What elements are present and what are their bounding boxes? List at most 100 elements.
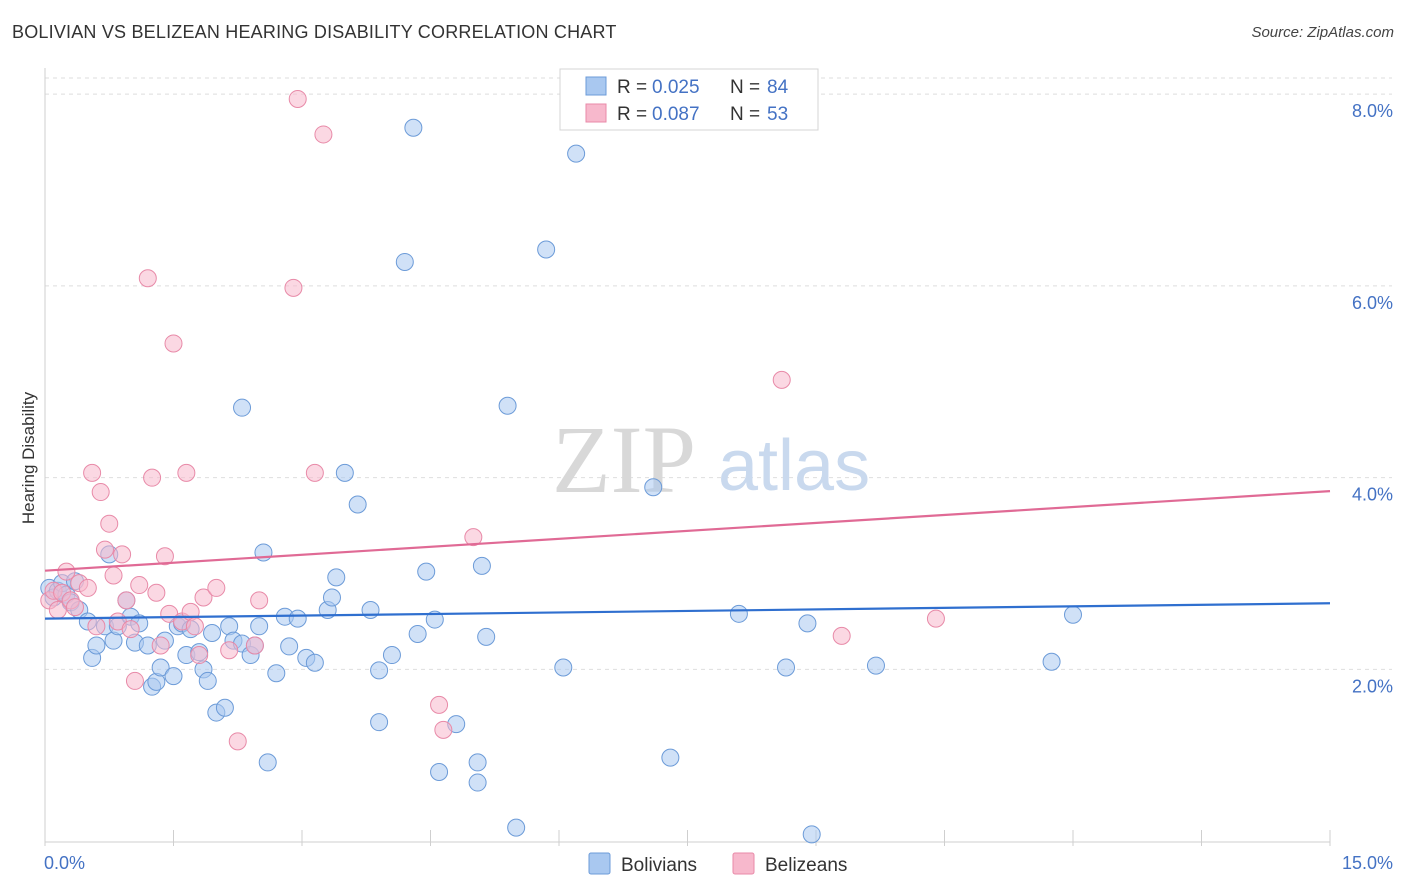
bolivian-point xyxy=(87,636,106,655)
bolivian-point xyxy=(866,656,885,675)
legend-r-value: 0.025 xyxy=(652,77,700,98)
bolivian-point xyxy=(164,667,183,686)
bolivian-point xyxy=(327,568,346,587)
belizean-point xyxy=(138,269,157,288)
bolivian-point xyxy=(382,646,401,665)
axes xyxy=(44,68,1331,846)
bolivian-point xyxy=(1064,605,1082,624)
belizean-point xyxy=(228,732,247,751)
bolivian-point xyxy=(430,763,449,782)
bolivian-point xyxy=(233,398,252,417)
bolivian-point xyxy=(507,818,526,837)
bolivian-point xyxy=(425,610,444,629)
bottom-legend-swatch xyxy=(732,852,755,875)
bolivian-point xyxy=(203,623,222,642)
belizean-point xyxy=(220,641,239,660)
bolivian-point xyxy=(151,658,170,677)
bolivian-point xyxy=(802,825,821,844)
belizean-point xyxy=(926,609,945,628)
belizean-point xyxy=(104,566,123,585)
belizean-point xyxy=(305,463,324,482)
belizean-point xyxy=(185,617,204,636)
watermark-zip: ZIP xyxy=(552,406,696,513)
bottom-legend: Bolivians Belizeans xyxy=(588,852,847,876)
belizean-point xyxy=(207,578,226,597)
belizean-point xyxy=(288,89,307,108)
bolivian-point xyxy=(215,698,234,717)
belizean-point xyxy=(151,636,170,655)
bolivian-point xyxy=(395,252,414,271)
belizean-point xyxy=(772,370,791,389)
legend-box: R = 0.025 N = 84 R = 0.087 N = 53 xyxy=(559,68,819,131)
bolivian-point xyxy=(370,661,389,680)
belizean-point xyxy=(125,671,144,690)
belizean-point xyxy=(113,545,132,564)
bolivian-point xyxy=(644,478,663,497)
belizeans-trend-line xyxy=(44,489,1331,572)
bottom-legend-label: Bolivians xyxy=(621,855,697,876)
bolivian-point xyxy=(404,118,423,137)
bolivian-point xyxy=(661,748,680,767)
legend-n-value: 84 xyxy=(767,77,789,98)
y-axis-label: Hearing Disability xyxy=(19,391,38,524)
legend-swatch xyxy=(585,103,607,123)
y-tick-label: 6.0% xyxy=(1352,293,1393,313)
y-tick-label: 2.0% xyxy=(1352,676,1393,696)
belizean-point xyxy=(177,463,196,482)
belizean-point xyxy=(65,598,84,617)
belizean-point xyxy=(190,646,209,665)
bolivian-point xyxy=(554,658,573,677)
x-tick-labels: 0.0% 15.0% xyxy=(44,853,1393,873)
belizean-point xyxy=(164,334,183,353)
belizean-point xyxy=(83,463,102,482)
bolivians-trend-line xyxy=(44,602,1331,620)
belizean-point xyxy=(194,588,213,607)
bolivian-point xyxy=(258,753,277,772)
bolivian-point xyxy=(498,396,517,415)
bolivian-point xyxy=(267,664,286,683)
belizean-point xyxy=(91,483,110,502)
bolivian-point xyxy=(468,773,487,792)
legend-r-label: R = xyxy=(617,104,647,125)
legend-n-label: N = xyxy=(730,104,760,125)
legend-r-value: 0.087 xyxy=(652,104,700,125)
bolivian-point xyxy=(472,556,491,575)
bolivian-point xyxy=(322,588,341,607)
belizean-point xyxy=(95,540,114,559)
bolivian-point xyxy=(1042,652,1061,671)
y-tick-label: 4.0% xyxy=(1352,485,1393,505)
x-tick-label: 15.0% xyxy=(1342,853,1393,873)
belizean-point xyxy=(284,278,303,297)
bolivian-point xyxy=(798,614,817,633)
belizean-point xyxy=(430,695,449,714)
belizean-point xyxy=(464,528,483,547)
bolivian-point xyxy=(198,671,217,690)
belizean-point xyxy=(143,468,162,487)
legend-swatch xyxy=(585,76,607,96)
legend-n-value: 53 xyxy=(767,104,788,125)
belizean-point xyxy=(832,626,851,645)
x-tick-label: 0.0% xyxy=(44,853,85,873)
y-tick-labels: 2.0% 4.0% 6.0% 8.0% xyxy=(1352,101,1393,696)
bolivian-point xyxy=(250,617,269,636)
belizean-point xyxy=(117,591,136,610)
chart-title: BOLIVIAN VS BELIZEAN HEARING DISABILITY … xyxy=(12,22,617,42)
legend-r-label: R = xyxy=(617,77,647,98)
belizean-point xyxy=(87,617,106,636)
y-tick-label: 8.0% xyxy=(1352,101,1393,121)
belizean-point xyxy=(245,636,264,655)
trend-lines xyxy=(44,489,1331,620)
belizean-point xyxy=(130,576,149,595)
bolivian-point xyxy=(348,495,367,514)
bolivian-point xyxy=(417,562,436,581)
bolivian-point xyxy=(335,463,354,482)
bolivian-point xyxy=(361,600,380,619)
gridlines xyxy=(45,77,1392,670)
belizean-point xyxy=(78,578,97,597)
watermark: ZIP atlas xyxy=(552,406,870,513)
bottom-legend-label: Belizeans xyxy=(765,855,847,876)
belizean-point xyxy=(155,547,174,566)
bolivian-point xyxy=(537,240,556,259)
bolivian-point xyxy=(370,713,389,732)
belizean-point xyxy=(57,562,76,581)
